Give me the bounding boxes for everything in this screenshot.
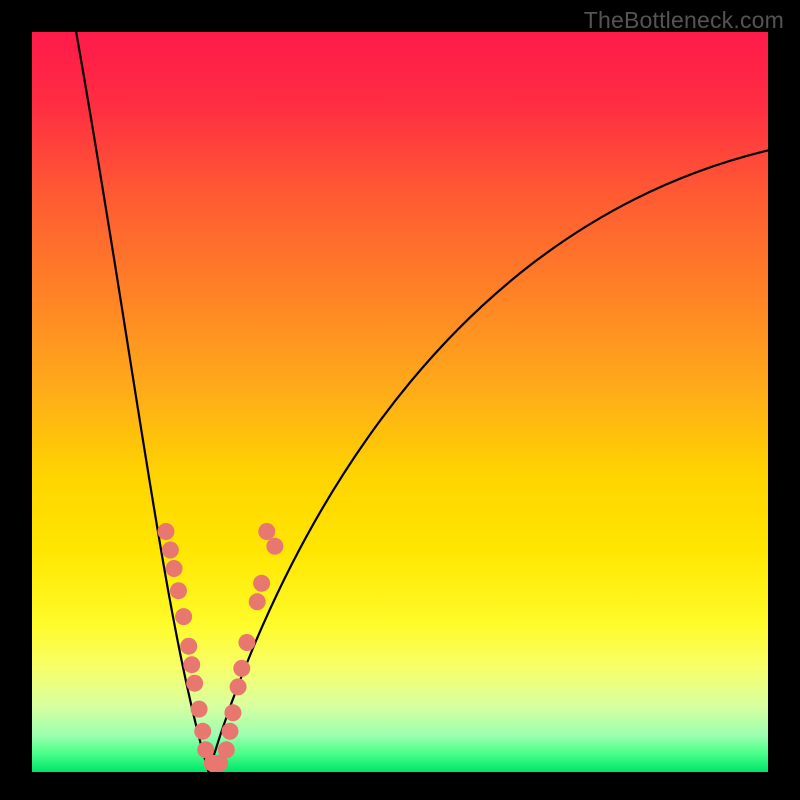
data-marker — [180, 638, 197, 655]
data-marker — [266, 538, 283, 555]
data-marker — [221, 723, 238, 740]
data-marker — [233, 660, 250, 677]
data-marker — [224, 704, 241, 721]
data-marker — [238, 634, 255, 651]
data-marker — [175, 608, 192, 625]
data-marker — [162, 542, 179, 559]
data-marker — [186, 675, 203, 692]
data-marker — [253, 575, 270, 592]
data-marker — [258, 523, 275, 540]
data-marker — [157, 523, 174, 540]
data-marker — [170, 582, 187, 599]
figure-root: TheBottleneck.com — [0, 0, 800, 800]
data-marker — [183, 656, 200, 673]
data-marker — [230, 678, 247, 695]
data-marker — [166, 560, 183, 577]
data-marker — [191, 701, 208, 718]
data-marker — [218, 741, 235, 758]
plot-area — [32, 32, 768, 772]
plot-svg — [32, 32, 768, 772]
data-marker — [194, 723, 211, 740]
watermark-text: TheBottleneck.com — [584, 7, 784, 34]
gradient-background — [32, 32, 768, 772]
data-marker — [249, 593, 266, 610]
